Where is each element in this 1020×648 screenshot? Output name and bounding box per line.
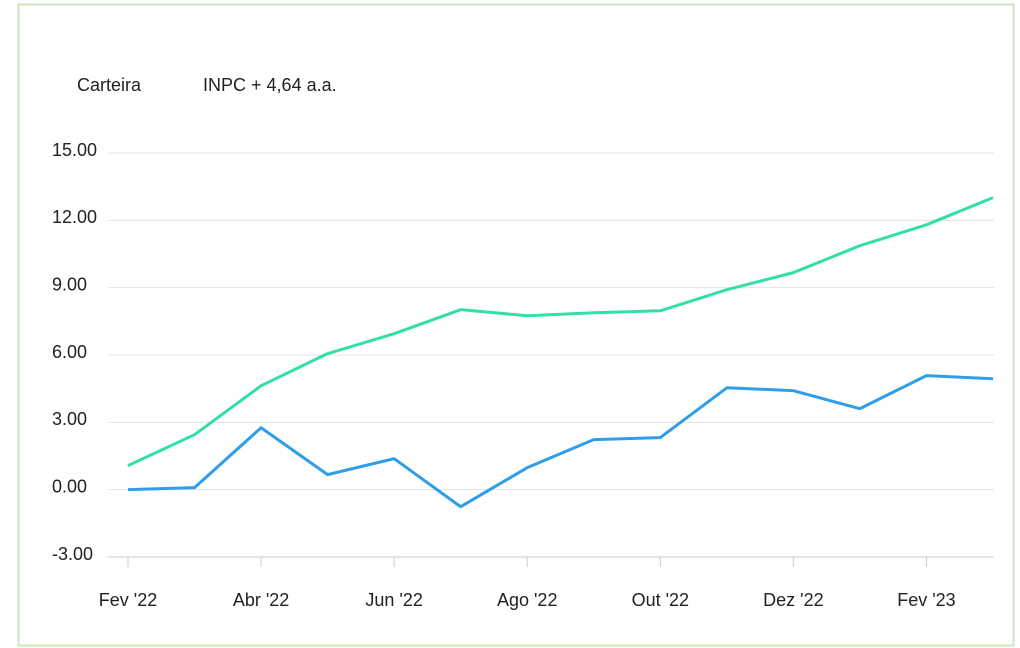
- x-tick-label: Fev '23: [897, 590, 955, 610]
- y-tick-label: -3.00: [52, 544, 93, 564]
- x-tick-label: Abr '22: [233, 590, 289, 610]
- series-line: [127, 374, 994, 509]
- y-tick-label: 0.00: [52, 476, 87, 496]
- y-tick-label: 9.00: [52, 274, 87, 294]
- y-tick-label: 12.00: [52, 207, 97, 227]
- x-tick-label: Ago '22: [497, 590, 558, 610]
- x-tick-label: Fev '22: [99, 590, 157, 610]
- legend-entry: INPC + 4,64 a.a.: [203, 75, 337, 95]
- x-tick-label: Out '22: [632, 590, 689, 610]
- legend-entry: Carteira: [77, 75, 142, 95]
- y-tick-label: 6.00: [52, 342, 87, 362]
- x-tick-label: Dez '22: [763, 590, 823, 610]
- card-border: [17, 3, 1015, 647]
- y-tick-label: 3.00: [52, 409, 87, 429]
- y-tick-label: 15.00: [52, 140, 97, 160]
- x-tick-label: Jun '22: [365, 590, 422, 610]
- series-line: [127, 196, 994, 468]
